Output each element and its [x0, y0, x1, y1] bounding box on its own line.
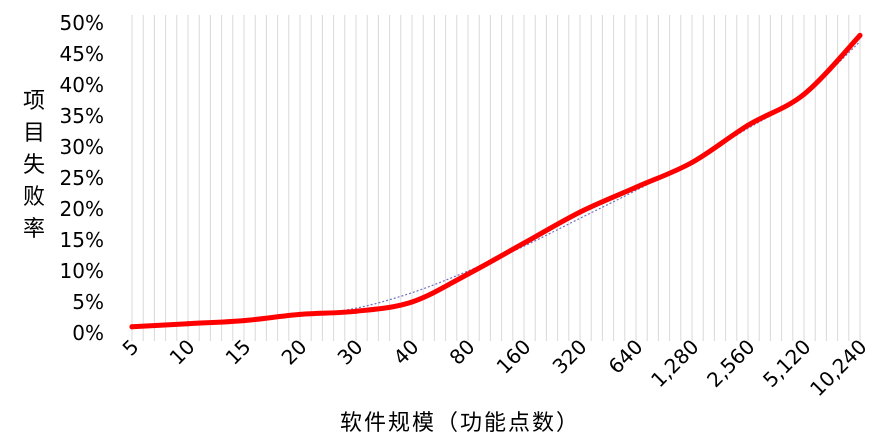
x-tick-label: 5	[118, 335, 144, 361]
y-axis-label-char: 败	[23, 185, 45, 210]
data-point	[689, 160, 695, 165]
trendline	[131, 41, 861, 328]
x-tick-label: 80	[445, 335, 480, 370]
x-tick-label: 640	[604, 335, 648, 379]
x-tick-label: 10,240	[805, 335, 871, 401]
x-tick-label: 30	[333, 335, 368, 370]
data-point	[857, 32, 863, 38]
x-axis-ticks: 5 10 15 20 30 40 80 160 320 6401,2802,5605,12010,…	[118, 335, 872, 401]
y-tick-label: 35%	[60, 104, 104, 128]
y-axis-label-char: 率	[23, 217, 45, 242]
y-axis-label-char: 目	[23, 121, 45, 146]
gridlines	[131, 15, 861, 341]
data-point	[129, 324, 135, 330]
y-axis-ticks: 0% 5% 10% 15% 20% 25% 30% 35% 40% 45% 50%	[60, 11, 104, 345]
x-tick-label: 40	[389, 335, 424, 370]
data-point	[297, 311, 303, 317]
series	[129, 32, 863, 330]
data-point	[409, 299, 415, 305]
x-axis-label: 软件规模（功能点数）	[340, 411, 580, 436]
x-tick-label: 2,560	[702, 335, 759, 392]
data-point	[745, 122, 751, 128]
x-tick-label: 15	[221, 335, 256, 370]
y-tick-label: 25%	[60, 166, 104, 190]
x-tick-label: 320	[548, 335, 592, 379]
x-tick-label: 160	[492, 335, 536, 379]
data-point	[521, 240, 527, 246]
y-axis-label-char: 项	[23, 89, 45, 114]
data-point	[241, 318, 247, 324]
y-tick-label: 10%	[60, 259, 104, 283]
trendline-path	[131, 41, 861, 328]
data-point	[185, 321, 191, 327]
y-tick-label: 50%	[60, 11, 104, 35]
data-point	[577, 209, 583, 215]
y-tick-label: 5%	[72, 290, 104, 314]
y-axis-label-char: 失	[23, 153, 45, 178]
data-point	[801, 91, 807, 97]
x-tick-label: 1,280	[646, 335, 703, 392]
data-point	[353, 308, 359, 314]
series-line	[129, 32, 863, 330]
x-tick-label: 20	[277, 335, 312, 370]
y-tick-label: 30%	[60, 135, 104, 159]
y-tick-label: 0%	[72, 321, 104, 345]
y-tick-label: 45%	[60, 42, 104, 66]
x-tick-label: 10	[165, 335, 200, 370]
data-point	[633, 184, 639, 190]
y-tick-label: 20%	[60, 197, 104, 221]
y-tick-label: 15%	[60, 228, 104, 252]
data-point	[465, 271, 471, 277]
y-tick-label: 40%	[60, 73, 104, 97]
